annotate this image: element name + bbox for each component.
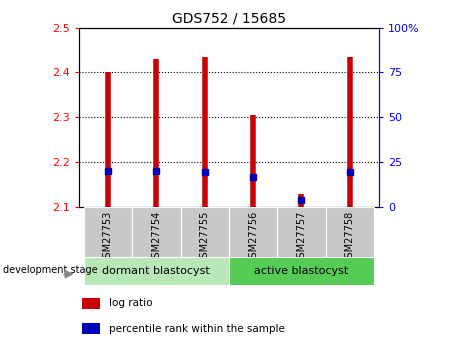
Text: GSM27756: GSM27756 [248, 211, 258, 264]
Text: GSM27755: GSM27755 [200, 211, 210, 264]
Bar [180, 207, 229, 257]
Bar [229, 257, 374, 285]
Text: dormant blastocyst: dormant blastocyst [102, 266, 210, 276]
Bar [132, 207, 180, 257]
Text: GSM27758: GSM27758 [345, 211, 355, 264]
Bar [277, 207, 326, 257]
Text: log ratio: log ratio [109, 298, 152, 308]
Bar [326, 207, 374, 257]
Bar [82, 298, 100, 309]
Text: GSM27757: GSM27757 [296, 211, 306, 264]
Text: GSM27753: GSM27753 [103, 211, 113, 264]
Title: GDS752 / 15685: GDS752 / 15685 [172, 11, 286, 25]
Text: percentile rank within the sample: percentile rank within the sample [109, 324, 285, 334]
Text: development stage: development stage [3, 265, 98, 275]
Bar [84, 207, 132, 257]
Text: active blastocyst: active blastocyst [254, 266, 349, 276]
Bar [229, 207, 277, 257]
Text: GSM27754: GSM27754 [152, 211, 161, 264]
Bar [82, 323, 100, 334]
Bar [84, 257, 229, 285]
